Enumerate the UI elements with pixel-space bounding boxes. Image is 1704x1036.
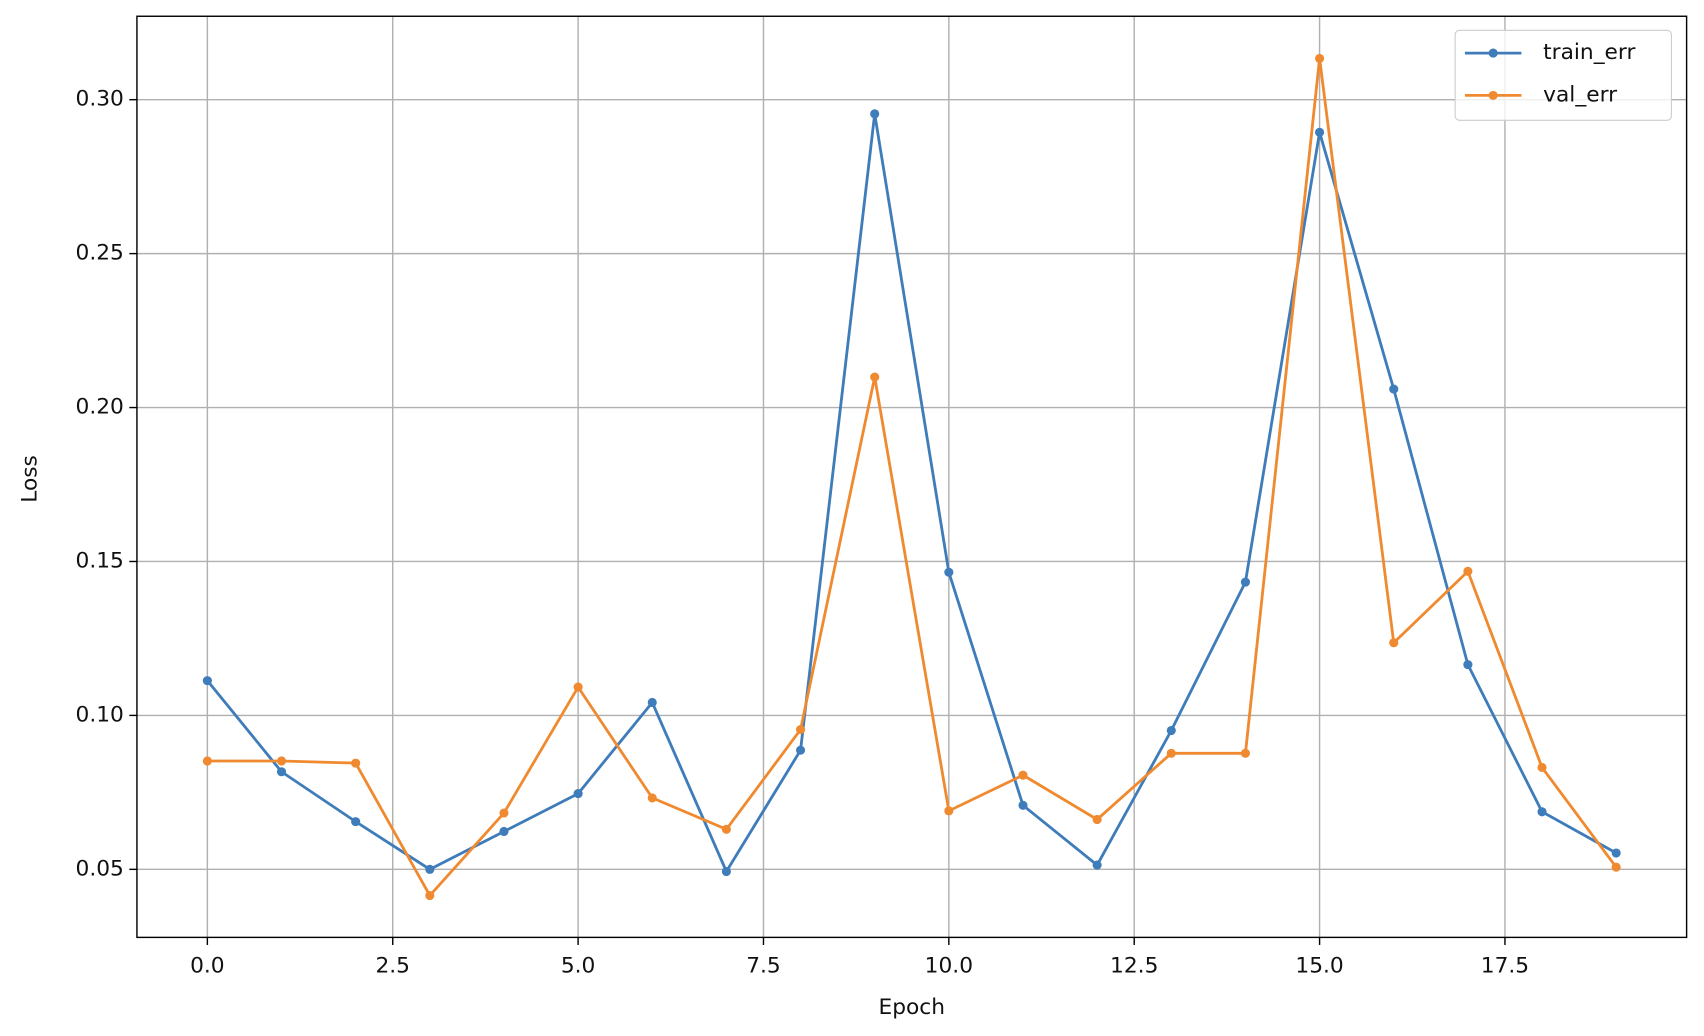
point <box>351 817 361 827</box>
x-tick-label: 0.0 <box>190 954 225 979</box>
y-tick-label: 0.10 <box>76 702 124 727</box>
legend-marker <box>1488 48 1498 58</box>
y-axis-label: Loss <box>17 455 42 503</box>
point <box>1240 748 1250 758</box>
point <box>1018 770 1028 780</box>
plot-frame <box>136 15 1688 939</box>
x-axis-label: Epoch <box>879 995 946 1020</box>
point <box>1611 862 1621 872</box>
point <box>276 767 287 777</box>
point <box>647 697 657 708</box>
point <box>425 890 435 901</box>
x-tick-label: 15.0 <box>1295 954 1343 979</box>
y-tick-label: 0.15 <box>76 549 124 574</box>
point <box>573 682 583 692</box>
x-tick-label: 10.0 <box>925 954 973 979</box>
point <box>1018 800 1028 810</box>
point <box>573 789 583 799</box>
point <box>870 109 880 119</box>
legend-label: train_err <box>1543 40 1635 65</box>
point <box>944 806 954 816</box>
point <box>425 864 435 874</box>
point <box>870 372 880 382</box>
point <box>1166 748 1176 758</box>
x-tick-label: 7.5 <box>746 954 781 979</box>
y-tick-label: 0.05 <box>76 856 124 881</box>
point <box>202 756 212 766</box>
point <box>1092 814 1102 825</box>
point <box>1389 638 1399 648</box>
point <box>1537 762 1547 772</box>
series-line <box>207 58 1618 898</box>
x-tick-label: 17.5 <box>1481 954 1529 979</box>
point <box>202 676 212 686</box>
y-tick-label: 0.30 <box>76 87 124 112</box>
point <box>721 866 731 877</box>
y-tick-label: 0.20 <box>76 395 124 420</box>
point <box>1463 566 1473 576</box>
y-tick-label: 0.25 <box>76 241 124 266</box>
point <box>1092 860 1102 870</box>
x-tick-label: 12.5 <box>1110 954 1158 979</box>
point <box>1240 577 1250 587</box>
point <box>1389 384 1399 394</box>
x-tick-label: 5.0 <box>561 954 596 979</box>
legend-label: val_err <box>1543 82 1617 107</box>
point <box>1315 127 1325 137</box>
point <box>1315 53 1325 63</box>
point <box>795 725 806 735</box>
legend-marker <box>1488 90 1498 100</box>
point <box>276 756 287 766</box>
point <box>1166 725 1176 736</box>
point <box>1537 807 1547 817</box>
point <box>647 793 657 803</box>
point <box>944 567 954 577</box>
point <box>499 826 509 837</box>
point <box>721 824 731 834</box>
point <box>1611 848 1621 858</box>
point <box>499 808 509 818</box>
point <box>1463 660 1473 670</box>
point <box>795 745 806 755</box>
point <box>351 758 361 768</box>
x-tick-label: 2.5 <box>375 954 410 979</box>
series-line <box>206 113 1617 875</box>
